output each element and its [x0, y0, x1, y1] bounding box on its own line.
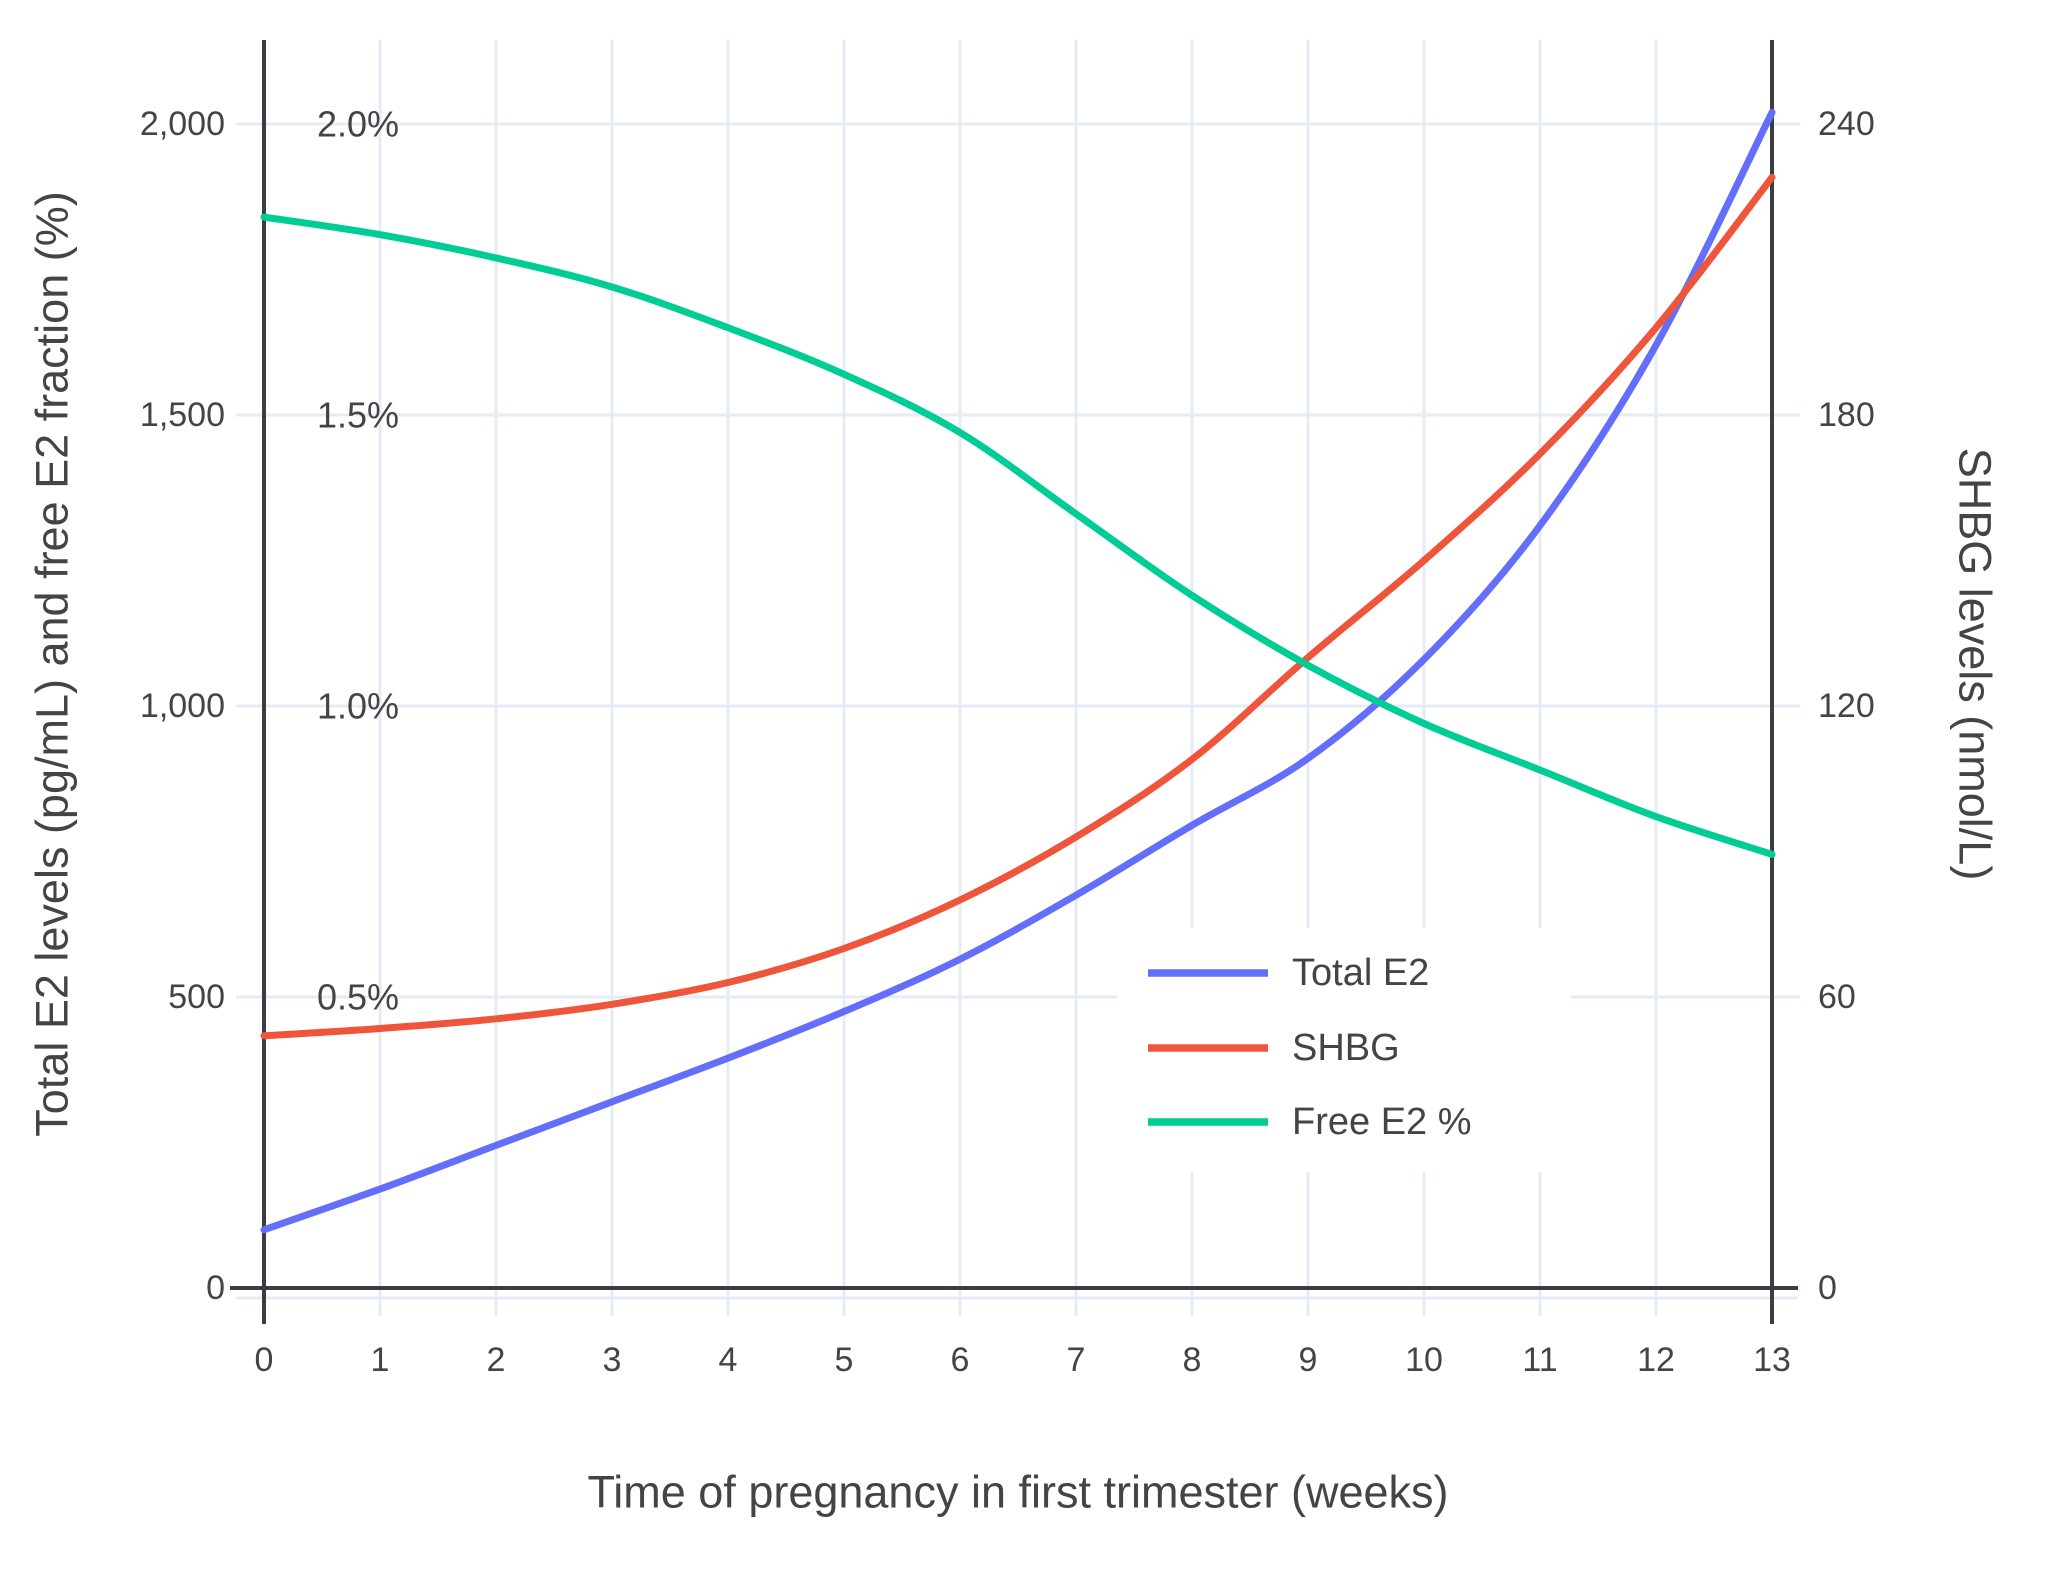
left-axis-tick-label: 500 [168, 978, 225, 1016]
pct-annotation: 1.5% [317, 395, 399, 436]
x-axis-tick-label: 8 [1183, 1341, 1202, 1379]
axis-lines [230, 40, 1798, 1324]
x-axis-tick-label: 7 [1067, 1341, 1086, 1379]
legend-item-free-e2-[interactable]: Free E2 % [1148, 1101, 1472, 1143]
pct-annotation: 1.0% [317, 686, 399, 727]
series-line-free-e2-[interactable] [260, 213, 1776, 858]
legend-label: Free E2 % [1292, 1101, 1472, 1143]
x-axis-tick-label: 1 [371, 1341, 390, 1379]
x-axis-tick-label: 5 [835, 1341, 854, 1379]
legend-item-total-e2[interactable]: Total E2 [1148, 952, 1429, 994]
left-axis-tick-label: 1,500 [140, 396, 225, 434]
percent-annotations: 2.0% 1.5% 1.0% 0.5% [317, 104, 399, 1018]
legend-item-shbg[interactable]: SHBG [1148, 1027, 1400, 1069]
pct-annotation: 2.0% [317, 104, 399, 145]
x-axis-tick-label: 11 [1522, 1341, 1557, 1379]
right-y-axis-title: SHBG levels (nmol/L) [1950, 448, 2001, 881]
left-axis-tick-label: 1,000 [140, 687, 225, 725]
right-axis-tick-label: 60 [1818, 978, 1856, 1016]
series-line-shbg[interactable] [260, 173, 1776, 1040]
x-axis-tick-label: 10 [1405, 1341, 1443, 1379]
legend-label: Total E2 [1292, 952, 1429, 994]
left-axis-tick-label: 0 [206, 1269, 225, 1307]
series-curves [260, 108, 1776, 1234]
x-axis-tick-label: 6 [951, 1341, 970, 1379]
left-axis-tick-label: 2,000 [140, 105, 225, 143]
right-axis-tick-label: 120 [1818, 687, 1875, 725]
series-line-total-e2[interactable] [260, 108, 1776, 1234]
left-y-axis-title: Total E2 levels (pg/mL) and free E2 frac… [27, 191, 78, 1136]
x-axis-tick-label: 9 [1299, 1341, 1318, 1379]
x-axis-tick-label: 2 [487, 1341, 506, 1379]
x-axis-tick-label: 0 [255, 1341, 274, 1379]
right-axis-tick-label: 180 [1818, 396, 1875, 434]
legend-label: SHBG [1292, 1027, 1400, 1069]
pct-annotation: 0.5% [317, 977, 399, 1018]
right-axis-tick-label: 240 [1818, 105, 1875, 143]
x-axis-title: Time of pregnancy in first trimester (we… [587, 1467, 1448, 1518]
x-axis-tick-label: 12 [1637, 1341, 1675, 1379]
x-axis-tick-label: 4 [719, 1341, 738, 1379]
x-axis-tick-label: 13 [1753, 1341, 1791, 1379]
legend: Total E2 SHBG Free E2 % [1118, 928, 1570, 1172]
x-axis-tick-label: 3 [603, 1341, 622, 1379]
right-axis-tick-label: 0 [1818, 1269, 1837, 1307]
